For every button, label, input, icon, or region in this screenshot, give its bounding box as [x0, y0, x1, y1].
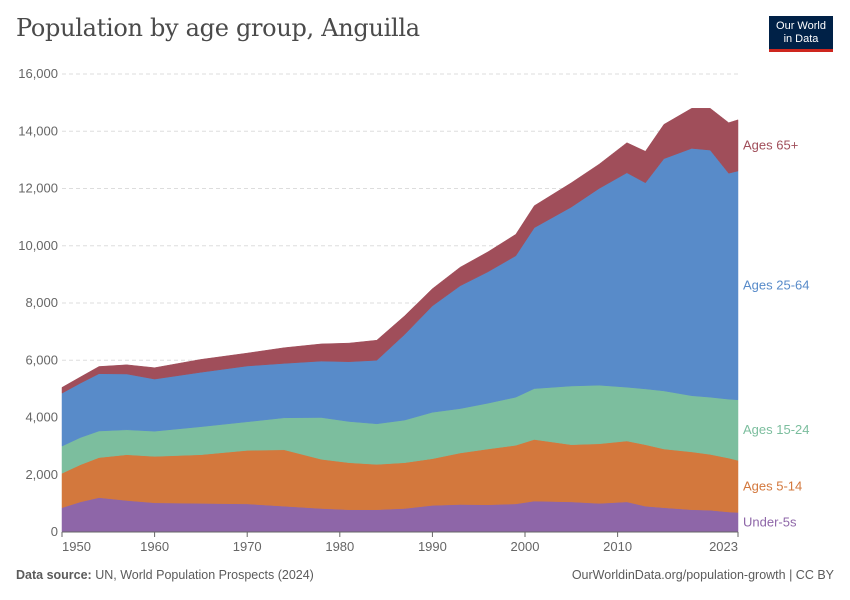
- data-source-text: UN, World Population Prospects (2024): [95, 568, 314, 582]
- y-tick-label: 8,000: [25, 295, 58, 310]
- series-label-ages-25-64: Ages 25-64: [743, 277, 810, 292]
- series-label-under-5s: Under-5s: [743, 514, 797, 529]
- y-tick-label: 6,000: [25, 352, 58, 367]
- data-source-label: Data source:: [16, 568, 92, 582]
- x-tick-label: 2023: [709, 539, 738, 554]
- logo-line-2: in Data: [783, 33, 819, 45]
- series-label-ages-15-24: Ages 15-24: [743, 422, 810, 437]
- y-tick-label: 0: [51, 524, 58, 539]
- source-url-link[interactable]: OurWorldinData.org/population-growth | C…: [571, 568, 834, 582]
- x-tick-label: 1960: [140, 539, 169, 554]
- y-tick-label: 10,000: [18, 238, 58, 253]
- x-tick-label: 1990: [418, 539, 447, 554]
- data-source: Data source: UN, World Population Prospe…: [16, 568, 314, 582]
- logo-line-1: Our World: [776, 20, 826, 32]
- y-tick-label: 4,000: [25, 410, 58, 425]
- x-tick-label: 1970: [233, 539, 262, 554]
- series-label-ages-5-14: Ages 5-14: [743, 478, 802, 493]
- y-tick-label: 2,000: [25, 467, 58, 482]
- chart-title: Population by age group, Anguilla: [16, 14, 420, 42]
- area-series: [61, 108, 739, 533]
- x-tick-label: 2000: [511, 539, 540, 554]
- x-tick-label: 2010: [603, 539, 632, 554]
- y-tick-label: 16,000: [18, 66, 58, 81]
- x-tick-label: 1950: [62, 539, 91, 554]
- y-tick-label: 14,000: [18, 123, 58, 138]
- x-tick-label: 1980: [325, 539, 354, 554]
- axes: 0 2,000 4,000 6,000 8,000 10,000 12,000 14,000 1…: [18, 66, 739, 554]
- owid-logo[interactable]: Our World in Data: [769, 16, 833, 52]
- stacked-area-chart: 0 2,000 4,000 6,000 8,000 10,000 12,000 14,000 1…: [18, 66, 810, 554]
- y-tick-label: 12,000: [18, 181, 58, 196]
- area-ages-65[interactable]: [61, 108, 739, 394]
- series-labels: Under-5s Ages 5-14 Ages 15-24 Ages 25-64 Age…: [743, 137, 810, 529]
- series-label-ages-65: Ages 65+: [743, 137, 798, 152]
